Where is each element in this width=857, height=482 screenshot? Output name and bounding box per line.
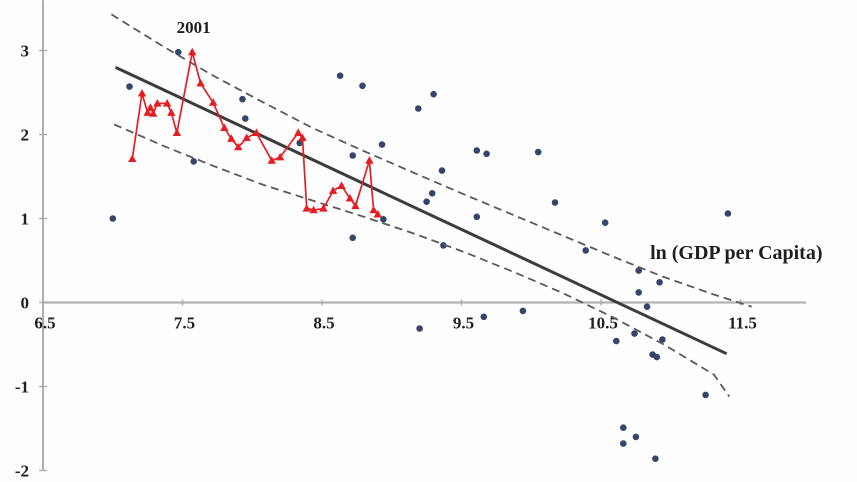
scatter-point — [415, 105, 422, 112]
triangle-marker — [267, 156, 276, 164]
x-tick-label: 7.5 — [174, 314, 195, 333]
scatter-point — [349, 152, 357, 159]
triangle-marker — [365, 156, 374, 164]
triangle-marker — [162, 99, 172, 107]
scatter-point — [109, 215, 117, 222]
triangle-marker — [172, 128, 182, 137]
triangle-marker — [196, 78, 205, 87]
triangle-marker — [337, 181, 346, 189]
scatter-point — [296, 139, 304, 147]
confidence-band-upper — [110, 13, 752, 308]
scatter-point — [483, 150, 490, 158]
triangle-marker — [302, 204, 311, 212]
scatter-point — [190, 158, 197, 165]
x-axis-ticks: 6.5 7.5 8.5 9.5 10.5 11.5 — [34, 299, 757, 333]
scatter-point — [635, 289, 642, 296]
x-tick-label: 6.5 — [34, 314, 55, 333]
scatter-point — [635, 267, 642, 274]
scatter-point — [653, 353, 661, 361]
triangle-marker — [146, 103, 155, 111]
x-tick-label: 11.5 — [728, 314, 757, 333]
scatter-point — [613, 337, 620, 345]
triangle-marker — [298, 133, 307, 142]
y-tick-label: -1 — [15, 378, 29, 397]
confidence-band-lower — [113, 123, 731, 398]
scatter-point — [601, 219, 609, 226]
scatter-point — [659, 336, 666, 343]
scatter-point — [534, 148, 542, 156]
triangle-marker — [373, 209, 382, 218]
scatter-point — [620, 424, 627, 432]
triangle-marker — [167, 108, 176, 116]
x-tick-label: 8.5 — [313, 314, 334, 333]
scatter-point — [582, 247, 589, 254]
regression-trend-line — [114, 65, 728, 356]
y-tick-label: -2 — [15, 462, 29, 481]
scatter-point — [175, 48, 182, 56]
countries-scatter — [109, 48, 732, 463]
triangle-marker — [153, 99, 162, 107]
x-tick-label: 9.5 — [453, 314, 474, 333]
scatter-point — [473, 213, 481, 221]
scatter-point — [519, 307, 527, 315]
scatter-point — [620, 440, 627, 447]
scatter-point — [631, 330, 638, 337]
triangle-marker — [208, 98, 218, 106]
triangle-marker — [149, 109, 158, 117]
x-tick-label: 10.5 — [588, 314, 618, 333]
triangle-marker — [128, 154, 137, 163]
triangle-marker — [309, 205, 318, 214]
y-tick-label: 3 — [21, 42, 30, 61]
scatter-point — [724, 210, 732, 217]
triangle-marker — [188, 47, 197, 56]
scatter-point — [440, 242, 447, 249]
scatter-point — [702, 391, 709, 399]
scatter-point — [430, 90, 437, 98]
triangle-marker — [294, 128, 303, 137]
triangle-marker — [351, 201, 360, 210]
scatter-point — [336, 72, 344, 79]
time-path-2001 — [128, 47, 382, 218]
scatter-point — [473, 147, 481, 154]
scatter-point — [551, 199, 559, 206]
triangle-marker — [242, 133, 251, 142]
scatter-point — [378, 141, 386, 148]
scatter-point — [359, 82, 366, 90]
y-axis-ticks: 3 2 1 0 -1 -2 — [15, 42, 47, 481]
scatter-point — [126, 83, 133, 90]
scatter-point — [652, 455, 659, 463]
scatter-point — [423, 198, 430, 205]
y-tick-label: 1 — [21, 210, 30, 229]
triangle-marker — [319, 204, 328, 212]
triangle-marker — [220, 123, 229, 131]
scatter-point — [480, 313, 488, 321]
scatter-point — [380, 216, 387, 223]
triangle-marker — [227, 134, 236, 142]
scatter-point — [428, 190, 436, 197]
scatter-point — [643, 303, 651, 311]
scatter-point — [656, 279, 663, 286]
triangle-marker — [234, 142, 243, 151]
x-axis-title: ln (GDP per Capita) — [650, 242, 822, 264]
triangle-marker — [252, 128, 261, 137]
triangle-marker — [143, 108, 152, 116]
year-annotation: 2001 — [177, 18, 211, 37]
scatter-point — [242, 115, 249, 122]
triangle-marker — [137, 88, 147, 97]
triangle-marker — [345, 193, 355, 202]
scatter-point — [416, 325, 423, 332]
scatter-point — [239, 95, 246, 103]
y-tick-label: 0 — [21, 294, 30, 313]
triangle-marker — [275, 152, 285, 161]
scatter-point — [349, 234, 357, 242]
scatter-point — [632, 433, 640, 441]
triangle-marker — [369, 205, 378, 214]
triangle-marker — [328, 186, 338, 194]
scatter-point — [438, 167, 446, 174]
y-tick-label: 2 — [21, 126, 30, 145]
